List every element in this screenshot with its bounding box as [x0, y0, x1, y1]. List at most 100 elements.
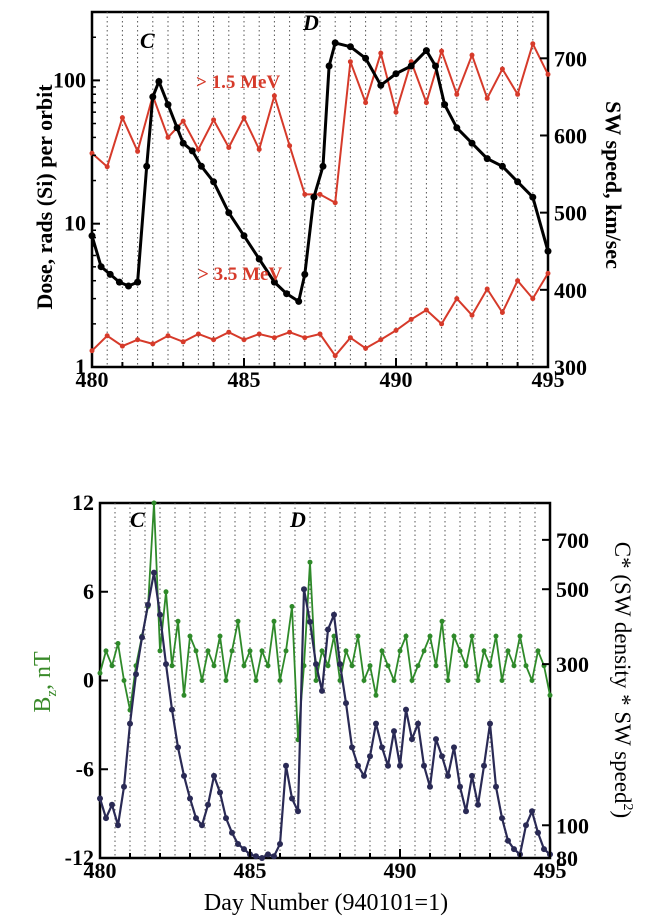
x-tick-label: 485	[228, 367, 261, 392]
data-point	[347, 59, 353, 65]
data-point	[109, 801, 115, 808]
data-point	[421, 762, 427, 769]
data-point	[332, 353, 338, 359]
data-point	[439, 48, 445, 54]
data-point	[331, 611, 337, 618]
data-point	[125, 282, 132, 290]
data-point	[363, 345, 369, 351]
data-point	[332, 200, 338, 206]
top-label-3-5mev: > 3.5 MeV	[198, 264, 282, 285]
data-point	[211, 117, 217, 123]
data-point	[515, 278, 521, 284]
data-point	[253, 678, 259, 683]
data-point	[155, 78, 163, 85]
data-point	[378, 337, 384, 343]
data-point	[271, 618, 277, 624]
data-point	[349, 663, 355, 669]
data-point	[422, 47, 430, 55]
data-point	[379, 744, 385, 751]
data-point	[483, 155, 491, 163]
data-point	[423, 307, 429, 313]
data-point	[119, 115, 125, 121]
data-point	[407, 62, 415, 70]
data-point	[355, 633, 361, 639]
data-point	[255, 255, 263, 263]
data-point	[362, 54, 370, 62]
data-point	[151, 569, 157, 576]
data-point	[97, 263, 105, 271]
top-grid	[106, 12, 534, 367]
data-point	[165, 134, 171, 140]
data-point	[199, 678, 205, 683]
data-point	[89, 348, 95, 354]
data-point	[325, 62, 333, 70]
data-point	[367, 663, 373, 669]
data-point	[235, 618, 241, 624]
data-point	[210, 178, 218, 186]
data-point	[89, 150, 95, 156]
data-point	[499, 678, 505, 683]
data-point	[343, 700, 349, 707]
data-point	[423, 100, 429, 106]
data-point	[511, 846, 517, 853]
data-point	[103, 815, 109, 822]
data-point	[179, 139, 187, 147]
data-point	[283, 762, 289, 769]
data-point	[433, 663, 439, 669]
data-point	[256, 331, 262, 337]
data-point	[127, 720, 133, 727]
data-point	[453, 124, 461, 132]
data-point	[319, 648, 325, 654]
data-point	[241, 663, 247, 669]
data-point	[115, 641, 121, 646]
bottom-y-axis-label: Bz, nT	[30, 651, 60, 713]
data-point	[180, 339, 186, 345]
data-point	[517, 633, 523, 639]
data-point	[363, 100, 369, 106]
data-point	[270, 278, 278, 286]
data-point	[241, 115, 247, 121]
data-point	[211, 772, 217, 779]
top-annotation-c: C	[140, 28, 155, 53]
data-point	[454, 296, 460, 302]
data-point	[271, 335, 277, 341]
top-y-axis-label: Dose, rads (Si) per orbit	[32, 84, 57, 310]
data-point	[361, 772, 367, 779]
data-point	[211, 337, 217, 343]
data-point	[541, 846, 547, 853]
x-tick-label: 485	[234, 858, 267, 883]
data-point	[514, 178, 522, 186]
data-point	[217, 633, 223, 639]
data-point	[199, 822, 205, 829]
data-point	[317, 331, 323, 337]
y2-tick-label: 100	[556, 813, 589, 838]
data-point	[373, 692, 379, 698]
data-point	[475, 801, 481, 808]
data-point	[441, 101, 449, 109]
bottom-series	[97, 500, 553, 861]
data-point	[277, 678, 283, 683]
data-point	[523, 822, 529, 829]
data-point	[391, 728, 397, 735]
data-point	[235, 841, 241, 847]
data-point	[319, 162, 327, 170]
data-point	[265, 663, 271, 669]
top-annotation-d: D	[302, 10, 319, 35]
data-point	[289, 795, 295, 802]
data-point	[457, 648, 463, 654]
data-point	[319, 687, 325, 694]
top-chart: 480 485 490 495 1 10 100 300 400 500 600 700 C D > …	[32, 10, 626, 392]
data-point	[188, 147, 196, 155]
data-point	[225, 209, 233, 217]
y-tick-label: 1	[75, 354, 86, 379]
data-point	[346, 43, 354, 51]
data-point	[451, 744, 457, 751]
data-point	[484, 286, 490, 292]
data-point	[484, 95, 490, 101]
data-point	[361, 678, 367, 683]
y2-tick-label: 700	[554, 46, 587, 71]
top-y2-axis-label: SW speed, km/sec	[601, 101, 626, 269]
data-point	[415, 663, 421, 669]
data-point	[229, 829, 235, 836]
